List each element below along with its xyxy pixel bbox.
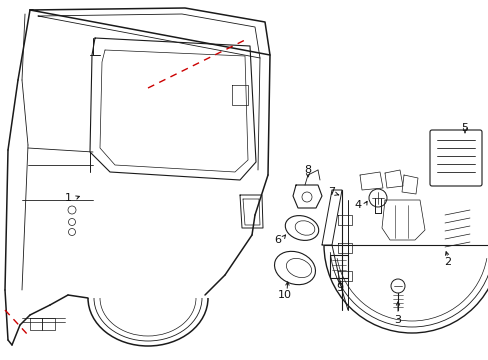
Text: 8: 8 — [304, 165, 311, 175]
Text: 7: 7 — [328, 187, 335, 197]
Text: 9: 9 — [336, 283, 343, 293]
Text: 10: 10 — [278, 290, 291, 300]
Text: 2: 2 — [444, 257, 450, 267]
Text: 3: 3 — [394, 315, 401, 325]
Text: 1: 1 — [64, 193, 71, 203]
Text: 6: 6 — [274, 235, 281, 245]
Text: 5: 5 — [461, 123, 468, 133]
Text: 4: 4 — [354, 200, 361, 210]
